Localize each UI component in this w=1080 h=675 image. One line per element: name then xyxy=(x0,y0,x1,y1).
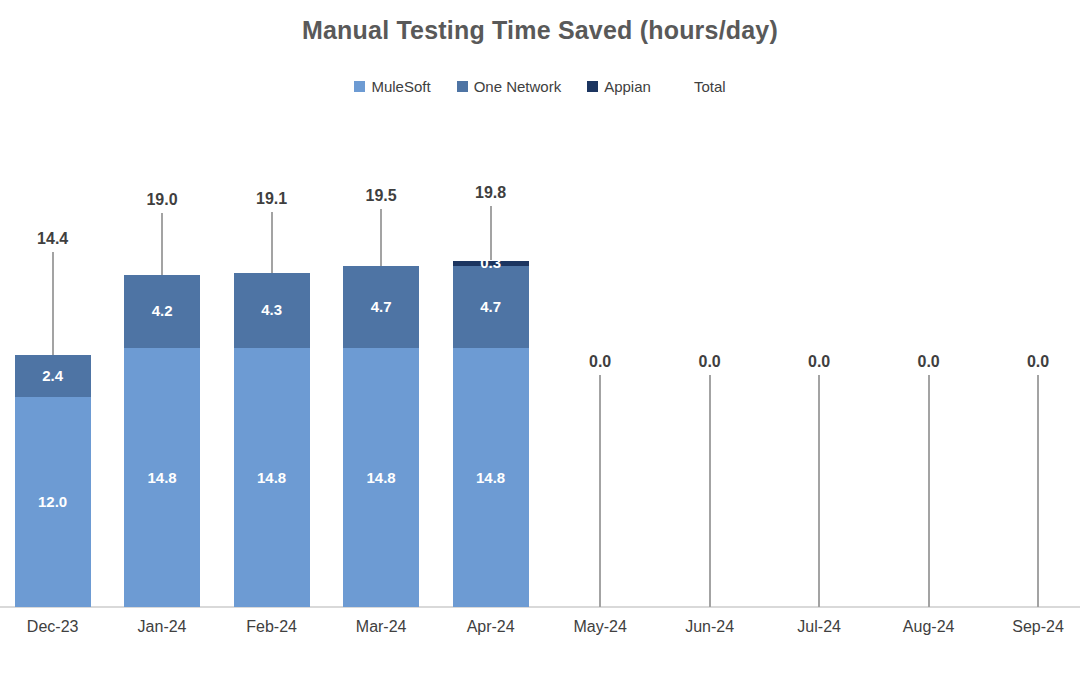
x-axis-label-aug-24: Aug-24 xyxy=(874,617,984,637)
plot-area: 12.02.414.4Dec-2314.84.219.0Jan-2414.84.… xyxy=(0,0,1080,675)
bar-segment-one-network-mar-24 xyxy=(343,266,419,348)
total-value-label-may-24: 0.0 xyxy=(545,352,655,372)
total-leader-line-jun-24 xyxy=(709,375,711,608)
total-leader-line-sep-24 xyxy=(1037,375,1039,608)
total-value-label-jan-24: 19.0 xyxy=(107,190,217,210)
bar-segment-one-network-dec-23 xyxy=(15,355,91,397)
bar-segment-mulesoft-mar-24 xyxy=(343,348,419,607)
x-axis-label-apr-24: Apr-24 xyxy=(436,617,546,637)
total-leader-line-mar-24 xyxy=(380,209,382,266)
total-value-label-dec-23: 14.4 xyxy=(0,229,107,249)
total-value-label-jul-24: 0.0 xyxy=(764,352,874,372)
total-value-label-apr-24: 19.8 xyxy=(436,183,546,203)
total-value-label-aug-24: 0.0 xyxy=(874,352,984,372)
bar-segment-mulesoft-feb-24 xyxy=(234,348,310,607)
bar-segment-mulesoft-apr-24 xyxy=(453,348,529,607)
x-axis-label-mar-24: Mar-24 xyxy=(326,617,436,637)
x-axis-label-dec-23: Dec-23 xyxy=(0,617,107,637)
total-value-label-sep-24: 0.0 xyxy=(983,352,1080,372)
x-axis-label-jun-24: Jun-24 xyxy=(655,617,765,637)
total-leader-line-dec-23 xyxy=(52,252,54,355)
total-leader-line-jan-24 xyxy=(161,213,163,275)
bar-segment-one-network-feb-24 xyxy=(234,273,310,348)
x-axis-label-may-24: May-24 xyxy=(545,617,655,637)
x-axis-label-feb-24: Feb-24 xyxy=(217,617,327,637)
bar-segment-mulesoft-jan-24 xyxy=(124,348,200,607)
bar-segment-mulesoft-dec-23 xyxy=(15,397,91,607)
total-leader-line-feb-24 xyxy=(271,212,273,273)
total-leader-line-aug-24 xyxy=(928,375,930,608)
total-leader-line-jul-24 xyxy=(818,375,820,608)
total-value-label-jun-24: 0.0 xyxy=(655,352,765,372)
total-value-label-feb-24: 19.1 xyxy=(217,189,327,209)
total-leader-line-apr-24 xyxy=(490,206,492,260)
chart-canvas: Manual Testing Time Saved (hours/day) Mu… xyxy=(0,0,1080,675)
total-leader-line-may-24 xyxy=(599,375,601,608)
x-axis-label-sep-24: Sep-24 xyxy=(983,617,1080,637)
x-axis-label-jan-24: Jan-24 xyxy=(107,617,217,637)
bar-segment-appian-apr-24 xyxy=(453,261,529,266)
x-axis-label-jul-24: Jul-24 xyxy=(764,617,874,637)
bar-segment-one-network-jan-24 xyxy=(124,275,200,349)
total-value-label-mar-24: 19.5 xyxy=(326,186,436,206)
bar-segment-one-network-apr-24 xyxy=(453,266,529,348)
